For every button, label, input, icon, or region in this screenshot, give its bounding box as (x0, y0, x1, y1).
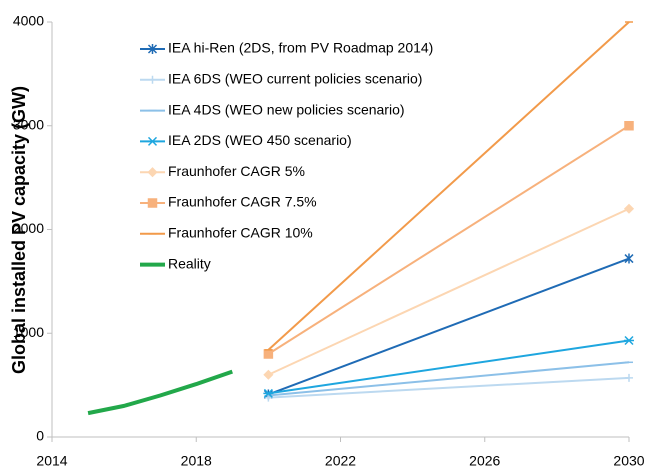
y-tick-label: 4000 (13, 13, 44, 29)
marker (147, 167, 158, 178)
x-tick-label: 2014 (36, 453, 67, 469)
marker (147, 136, 158, 146)
marker (147, 44, 158, 54)
series-line (267, 124, 630, 355)
legend-label: IEA 2DS (WEO 450 scenario) (168, 132, 352, 148)
x-tick-label: 2022 (325, 453, 356, 469)
x-tick-label: 2026 (469, 453, 500, 469)
x-tick-label: 2018 (181, 453, 212, 469)
legend-label: IEA 4DS (WEO new policies scenario) (168, 101, 405, 117)
y-tick-label: 3000 (13, 116, 44, 132)
series-line (268, 257, 630, 396)
legend-label: Fraunhofer CAGR 7.5% (168, 194, 317, 210)
y-axis-label: Global installed PV capacity (GW) (9, 86, 29, 374)
legend-label: Reality (168, 255, 211, 271)
marker (623, 203, 635, 214)
marker (147, 198, 158, 208)
marker (625, 373, 633, 382)
marker (624, 253, 634, 264)
series-line (268, 339, 630, 395)
legend-label: Fraunhofer CAGR 10% (168, 225, 313, 241)
series-line (267, 21, 630, 351)
y-tick-label: 1000 (13, 324, 44, 340)
marker (263, 349, 274, 359)
y-tick-label: 0 (36, 428, 44, 444)
marker (263, 369, 274, 380)
series-line (268, 361, 630, 397)
series-line (267, 207, 630, 376)
series-line (268, 376, 630, 399)
marker (624, 121, 634, 131)
series-line (87, 369, 233, 416)
marker (624, 335, 634, 346)
legend-label: IEA 6DS (WEO current policies scenario) (168, 71, 422, 87)
legend-label: IEA hi-Ren (2DS, from PV Roadmap 2014) (168, 40, 433, 56)
marker (263, 388, 274, 398)
legend-label: Fraunhofer CAGR 5% (168, 163, 305, 179)
x-tick-label: 2030 (613, 453, 644, 469)
y-tick-label: 2000 (13, 220, 44, 236)
marker (148, 75, 157, 84)
